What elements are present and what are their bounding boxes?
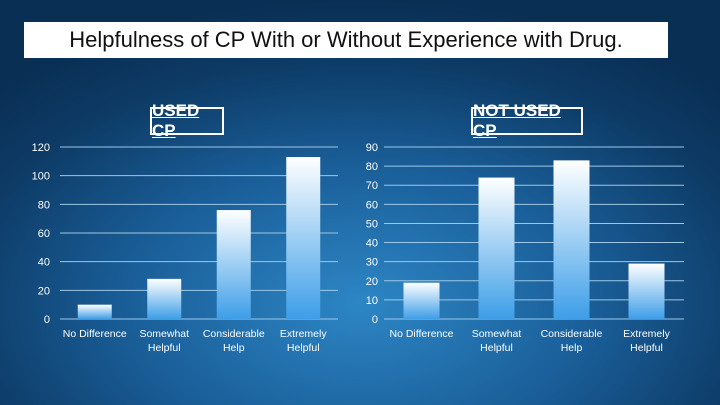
- not-used-cp-bar: [628, 263, 665, 319]
- not-used-cp-y-tick-label: 90: [366, 142, 378, 154]
- used-cp-y-tick-label: 40: [38, 257, 50, 269]
- not-used-cp-bar: [553, 160, 590, 319]
- not-used-cp-bar: [478, 177, 515, 319]
- not-used-cp-y-tick-label: 40: [366, 238, 378, 250]
- used-cp-category-label: Extremely Helpful: [280, 328, 327, 354]
- used-cp-y-tick-label: 0: [44, 314, 50, 326]
- used-cp-category-label: No Difference: [63, 328, 127, 340]
- used-cp-y-tick-label: 80: [38, 199, 50, 211]
- used-cp-category-label: Somewhat Helpful: [139, 328, 189, 354]
- not-used-cp-y-tick-label: 0: [372, 314, 378, 326]
- used-cp-y-tick-label: 120: [32, 142, 50, 154]
- not-used-cp-y-tick-label: 30: [366, 257, 378, 269]
- not-used-cp-y-tick-label: 10: [366, 295, 378, 307]
- not-used-cp-y-tick-label: 50: [366, 218, 378, 230]
- not-used-cp-category-label: Considerable Help: [541, 328, 603, 354]
- not-used-cp-y-tick-label: 70: [366, 180, 378, 192]
- not-used-cp-category-label: No Difference: [389, 328, 453, 340]
- not-used-cp-y-tick-label: 80: [366, 161, 378, 173]
- chart-not-used-cp: 0 10 20 30 40 50 60 70 80 90 No Difference Somewhat…: [366, 142, 684, 354]
- not-used-cp-y-tick-label: 60: [366, 199, 378, 211]
- used-cp-bar: [286, 157, 321, 319]
- used-cp-bar: [216, 210, 251, 319]
- chart-used-cp: 0 20 40 60 80 100 120 No Difference Somewhat Help…: [32, 142, 338, 354]
- not-used-cp-bar: [403, 282, 440, 319]
- not-used-cp-category-label: Extremely Helpful: [623, 328, 670, 354]
- used-cp-category-label: Considerable Help: [203, 328, 265, 354]
- used-cp-bar: [147, 278, 182, 319]
- used-cp-y-tick-label: 60: [38, 228, 50, 240]
- used-cp-y-tick-label: 20: [38, 285, 50, 297]
- slide-title: Helpfulness of CP With or Without Experi…: [69, 27, 623, 52]
- used-cp-y-tick-label: 100: [32, 171, 50, 183]
- used-cp-bar: [77, 304, 112, 319]
- not-used-cp-y-tick-label: 20: [366, 276, 378, 288]
- title-banner: Helpfulness of CP With or Without Experi…: [24, 22, 668, 58]
- not-used-cp-category-label: Somewhat Helpful: [472, 328, 522, 354]
